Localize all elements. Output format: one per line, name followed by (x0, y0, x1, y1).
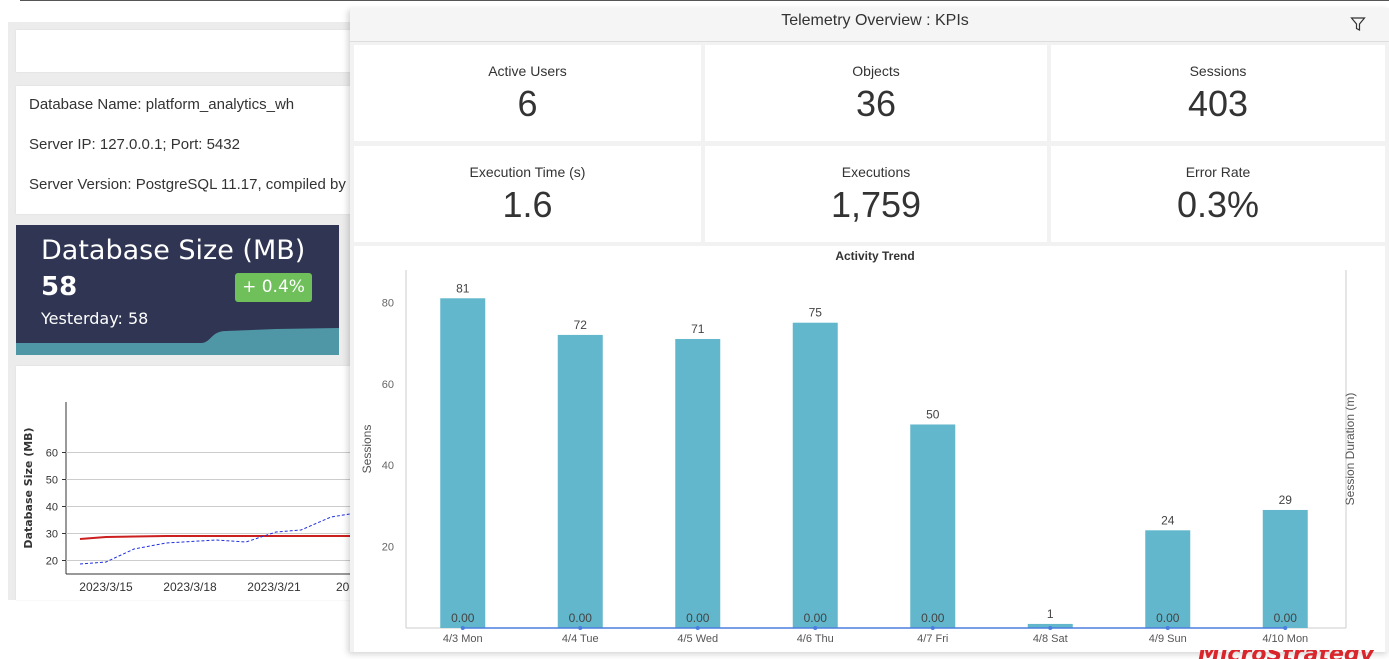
kpi-value: 1.6 (502, 184, 553, 225)
database-size-card: Database Size (MB) 58 + 0.4% Yesterday: … (16, 225, 339, 355)
size-y-tick-label: 40 (46, 502, 58, 514)
panel-header: Telemetry Overview : KPIs (350, 8, 1389, 42)
y2-axis-title: Session Duration (m) (1343, 393, 1357, 506)
line-value-label: 0.00 (451, 611, 475, 625)
filter-icon[interactable] (1350, 16, 1366, 32)
line-value-label: 0.00 (686, 611, 710, 625)
x-tick-label: 4/7 Fri (917, 633, 948, 645)
chart-title: Activity Trend (835, 249, 915, 263)
blank-card (16, 30, 366, 72)
kpi-label: Executions (841, 164, 911, 180)
database-size-value: 58 (41, 272, 78, 302)
bar (1027, 623, 1073, 628)
line-value-label: 0.00 (1156, 611, 1180, 625)
server-version-text: Server Version: PostgreSQL 11.17, compil… (29, 176, 346, 193)
brand-logo: MicroStrategy (1198, 650, 1374, 659)
y-tick-label: 80 (382, 297, 394, 309)
bar (557, 334, 603, 628)
kpi-label: Execution Time (s) (469, 164, 586, 180)
y-tick-label: 20 (382, 542, 394, 554)
bar (910, 424, 956, 628)
kpi-value: 0.3% (1176, 184, 1260, 225)
x-tick-label: 4/10 Mon (1262, 633, 1308, 645)
database-name-text: Database Name: platform_analytics_wh (29, 96, 295, 113)
kpi-executions[interactable]: Executions 1,759 (705, 146, 1047, 242)
kpi-value: 36 (855, 83, 897, 124)
server-info-card: Database Name: platform_analytics_wh Ser… (16, 86, 366, 214)
bar-value-label: 1 (1047, 607, 1054, 621)
x-tick-label: 4/8 Sat (1033, 633, 1068, 645)
bar-value-label: 50 (926, 407, 940, 421)
bar (1145, 530, 1191, 628)
size-y-tick-label: 20 (46, 556, 58, 568)
kpi-execution-time[interactable]: Execution Time (s) 1.6 (354, 146, 701, 242)
bar-value-label: 29 (1279, 493, 1293, 507)
kpi-sessions[interactable]: Sessions 403 (1051, 45, 1385, 141)
kpi-value: 6 (517, 83, 538, 124)
kpi-objects[interactable]: Objects 36 (705, 45, 1047, 141)
size-x-tick-label: 2023/3/18 (163, 580, 217, 594)
kpi-label: Objects (852, 63, 900, 79)
line-value-label: 0.00 (804, 611, 828, 625)
y-tick-label: 40 (382, 460, 394, 472)
duration-point (578, 626, 583, 630)
bar-value-label: 24 (1161, 513, 1175, 527)
size-y-tick-label: 30 (46, 529, 58, 541)
server-ip-text: Server IP: 127.0.0.1; Port: 5432 (29, 136, 240, 153)
size-x-tick-label: 2023/3/15 (79, 580, 133, 594)
kpi-value: 1,759 (830, 184, 922, 225)
duration-point (930, 626, 935, 630)
x-tick-label: 4/3 Mon (443, 633, 483, 645)
size-y-axis-title: Database Size (MB) (22, 427, 35, 548)
line-value-label: 0.00 (921, 611, 945, 625)
kpi-error-rate[interactable]: Error Rate 0.3% (1051, 146, 1385, 242)
size-y-tick-label: 50 (46, 475, 58, 487)
bar-value-label: 71 (691, 322, 705, 336)
duration-point (460, 626, 465, 630)
duration-point (1165, 626, 1170, 630)
database-size-title: Database Size (MB) (41, 235, 306, 266)
x-tick-label: 4/5 Wed (677, 633, 718, 645)
size-baseline-line (79, 535, 356, 540)
kpi-label: Error Rate (1185, 164, 1251, 180)
yesterday-value: Yesterday: 58 (41, 309, 149, 328)
duration-point (813, 626, 818, 630)
bar (675, 338, 721, 628)
kpi-panel: Telemetry Overview : KPIs Active Users 6… (350, 8, 1389, 652)
x-tick-label: 4/6 Thu (797, 633, 834, 645)
kpi-value: 403 (1187, 83, 1249, 124)
kpi-label: Active Users (488, 63, 567, 79)
activity-trend-chart: Activity Trend 20 40 60 80 Sessions Session D… (354, 246, 1385, 652)
line-value-label: 0.00 (1274, 611, 1298, 625)
size-trend-line (79, 512, 356, 565)
kpi-active-users[interactable]: Active Users 6 (354, 45, 701, 141)
bar (440, 298, 486, 628)
database-size-sparkline (16, 328, 339, 355)
kpi-label: Sessions (1189, 63, 1247, 79)
bar (1262, 509, 1308, 628)
y-tick-label: 60 (382, 379, 394, 391)
panel-title: Telemetry Overview : KPIs (781, 12, 969, 29)
change-badge: + 0.4% (235, 273, 312, 302)
database-size-chart: 20 30 40 50 60 Database Size (MB) 2023/3/15 202… (16, 366, 356, 600)
bar-value-label: 72 (574, 318, 588, 332)
duration-point (1048, 626, 1053, 630)
duration-point (695, 626, 700, 630)
size-y-tick-label: 60 (46, 448, 58, 460)
line-value-label: 0.00 (569, 611, 593, 625)
size-x-tick-label: 2023/3/21 (247, 580, 301, 594)
top-divider (20, 0, 1389, 1)
x-tick-label: 4/4 Tue (562, 633, 599, 645)
bar-value-label: 81 (456, 281, 470, 295)
x-tick-label: 4/9 Sun (1149, 633, 1187, 645)
duration-point (1283, 626, 1288, 630)
bar (792, 322, 838, 628)
bar-value-label: 75 (809, 306, 823, 320)
y-axis-title: Sessions (360, 425, 374, 474)
